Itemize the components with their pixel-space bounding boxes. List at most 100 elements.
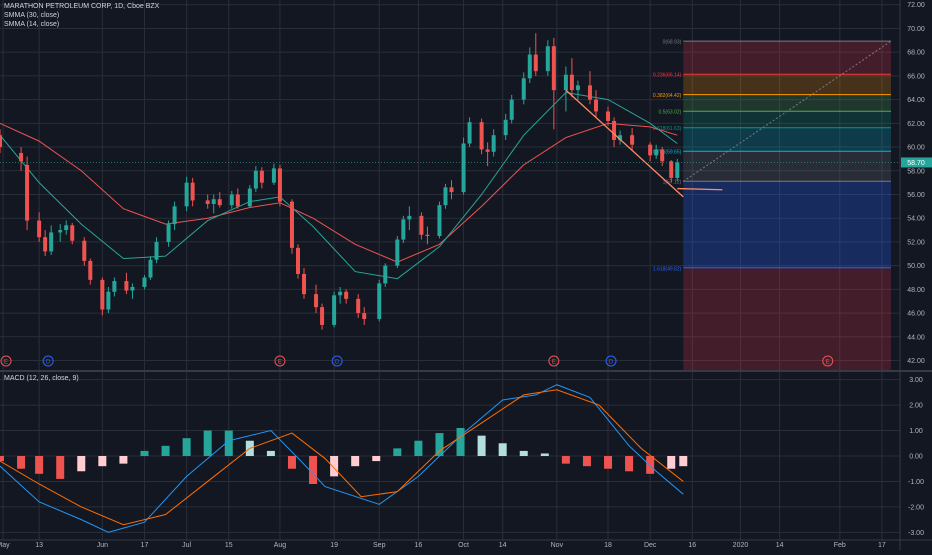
time-tick-label: Jun: [97, 542, 108, 549]
candle-body: [479, 122, 484, 150]
time-tick-label: 2020: [733, 542, 749, 549]
candle-body: [148, 259, 153, 278]
histogram-bar: [604, 456, 613, 469]
candle-body: [184, 182, 189, 207]
time-tick-label: Nov: [551, 542, 564, 549]
candle-body: [425, 234, 430, 236]
candle-body: [377, 283, 382, 320]
time-tick-label: May: [0, 542, 10, 549]
smma30-legend[interactable]: SMMA (30, close): [4, 12, 60, 19]
dividend-marker: [331, 355, 343, 367]
histogram-bar: [540, 453, 549, 456]
histogram-bar: [56, 456, 65, 479]
candle-body: [669, 161, 674, 178]
time-tick-label: 15: [225, 542, 233, 549]
earnings-marker: [548, 355, 560, 367]
histogram-bar: [393, 448, 402, 456]
price-tick-label: 52.00: [907, 239, 925, 246]
price-tick-label: 46.00: [907, 311, 925, 318]
candle-body: [124, 281, 129, 291]
histogram-bar: [287, 456, 296, 469]
candle-body: [88, 260, 93, 280]
price-tick-label: 60.00: [907, 145, 925, 152]
candle-body: [190, 182, 195, 201]
price-tick-label: 42.00: [907, 358, 925, 365]
candle-body: [654, 149, 659, 156]
smma14-legend[interactable]: SMMA (14, close): [4, 21, 60, 28]
candle-body: [82, 240, 87, 261]
candle-body: [545, 46, 550, 72]
candle-body: [211, 199, 216, 204]
candle-body: [37, 220, 42, 238]
candle-body: [563, 74, 568, 91]
time-tick-label: 18: [604, 542, 612, 549]
candle-body: [130, 286, 135, 291]
candle-body: [229, 194, 234, 206]
candle-body: [172, 206, 177, 225]
candle-body: [461, 143, 466, 193]
fib-level-label: 1.618(49.82): [653, 266, 682, 272]
price-tick-label: 70.00: [907, 26, 925, 33]
histogram-bar: [625, 456, 634, 472]
price-tick-label: 62.00: [907, 121, 925, 128]
candle-body: [612, 120, 617, 140]
candle-body: [551, 46, 556, 91]
earnings-marker: [274, 355, 286, 367]
price-tick-label: 58.00: [907, 168, 925, 175]
trendline: [565, 89, 684, 198]
price-tick-label: 56.00: [907, 192, 925, 199]
time-tick-label: 16: [688, 542, 696, 549]
fib-level-label: 0.382(64.42): [653, 93, 682, 99]
candle-body: [606, 111, 611, 121]
candle-body: [648, 144, 653, 156]
macd-axis: 3.00 2.00 1.00 0.00 -1.00 -2.00 -3.00: [908, 377, 924, 537]
time-tick-label: Dec: [644, 542, 657, 549]
histogram-bar: [35, 456, 44, 474]
symbol-title[interactable]: MARATHON PETROLEUM CORP, 1D, Cboe BZX: [4, 3, 160, 10]
candle-body: [630, 135, 635, 145]
candle-body: [271, 168, 276, 183]
candle-body: [142, 277, 147, 287]
candle-body: [43, 237, 48, 252]
candle-body: [332, 295, 337, 325]
event-letter: E: [826, 359, 830, 365]
fib-zone: [683, 267, 891, 370]
price-tick-label: 48.00: [907, 287, 925, 294]
histogram-bar: [0, 456, 4, 462]
candle-body: [320, 307, 325, 325]
candle-body: [205, 200, 210, 204]
earnings-marker: [822, 355, 834, 367]
candle-body: [64, 225, 69, 231]
candle-body: [106, 291, 111, 310]
time-tick-label: 19: [330, 542, 338, 549]
histogram-bar: [372, 456, 381, 462]
fib-level-label: 0.618(61.63): [653, 126, 682, 132]
histogram-bar: [519, 450, 528, 456]
candle-body: [362, 313, 367, 320]
time-tick-label: 17: [141, 542, 149, 549]
candle-body: [19, 152, 24, 162]
fib-level-label: 1(57.12): [663, 180, 682, 186]
histogram-bar: [414, 440, 423, 456]
smma30-line: [0, 122, 678, 263]
histogram-bar: [351, 456, 360, 467]
macd-tick-label: -3.00: [908, 530, 924, 537]
candle-body: [58, 230, 63, 233]
last-price-label: 58.70: [907, 160, 925, 167]
candle-body: [112, 281, 117, 292]
fib-zone: [683, 74, 891, 95]
histogram-bar: [203, 430, 212, 456]
histogram-bar: [77, 456, 86, 472]
histogram-bar: [456, 428, 465, 456]
histogram-bar: [646, 456, 655, 474]
candle-body: [314, 294, 319, 308]
candle-body: [395, 239, 400, 266]
macd-legend[interactable]: MACD (12, 26, close, 9): [4, 375, 79, 382]
histogram-bar: [119, 456, 128, 464]
time-tick-label: 16: [414, 542, 422, 549]
histogram-bar: [140, 450, 149, 456]
